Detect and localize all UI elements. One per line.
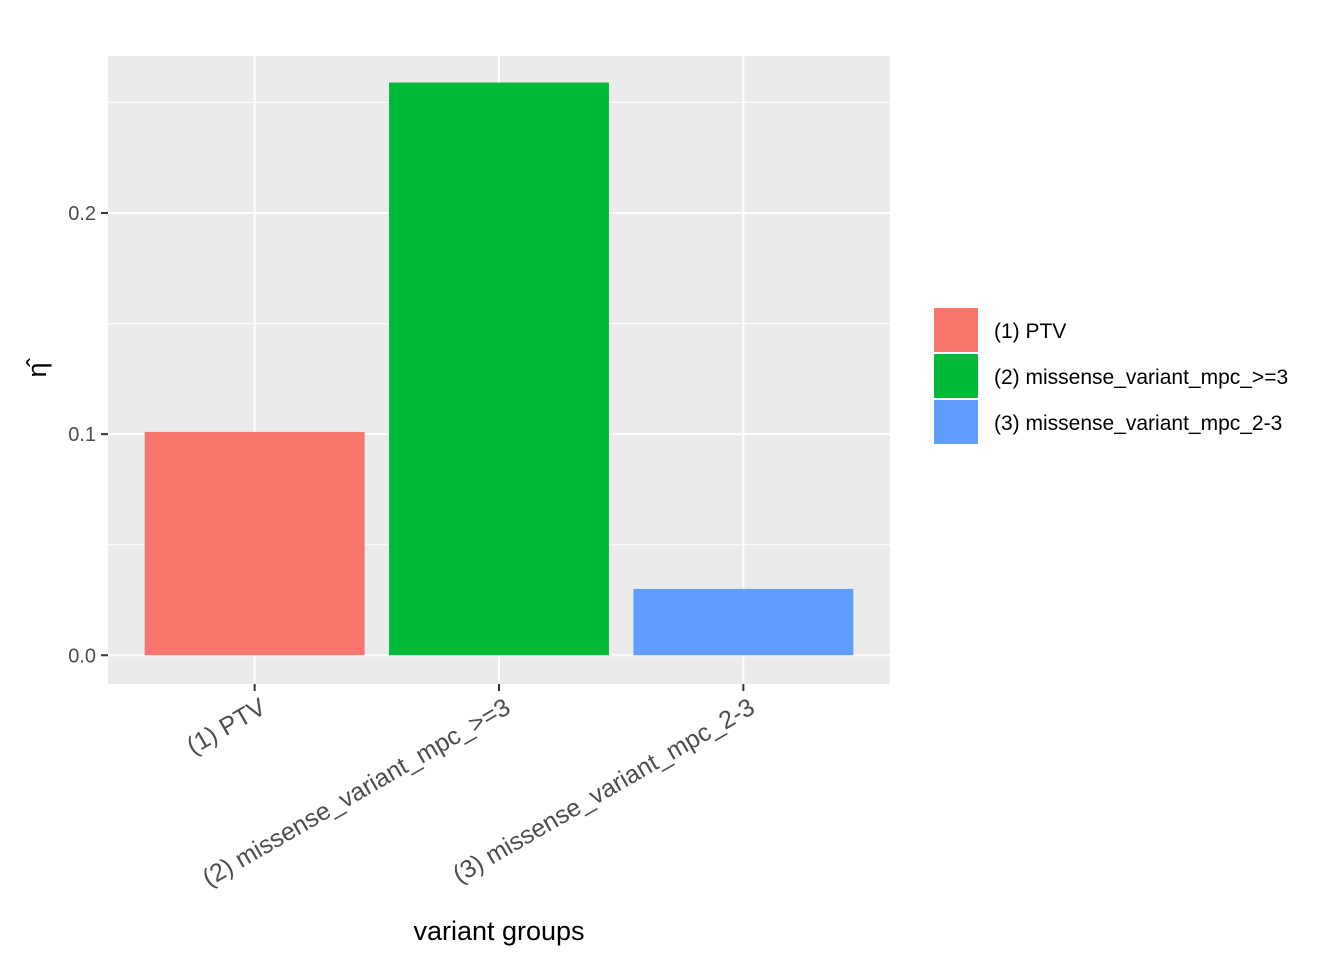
legend-label: (2) missense_variant_mpc_>=3 xyxy=(994,366,1288,389)
legend: (1) PTV (2) missense_variant_mpc_>=3 (3) m… xyxy=(934,308,1288,444)
y-tick-label: 0.1 xyxy=(68,424,96,446)
legend-label: (3) missense_variant_mpc_2-3 xyxy=(994,412,1282,435)
y-axis-title: η̂ xyxy=(22,357,52,377)
bars xyxy=(144,82,854,656)
legend-key xyxy=(934,308,978,352)
y-tick-label: 0.2 xyxy=(68,203,96,225)
bar xyxy=(144,431,365,656)
y-axis: 0.0 0.1 0.2 xyxy=(68,203,108,667)
x-tick-label: (1) PTV xyxy=(182,693,271,760)
bar xyxy=(633,588,854,656)
y-tick-label: 0.0 xyxy=(68,645,96,667)
x-axis-title: variant groups xyxy=(413,916,584,946)
bar xyxy=(389,82,609,656)
legend-key xyxy=(934,400,978,444)
x-axis: (1) PTV(2) missense_variant_mpc_>=3(3) m… xyxy=(182,684,759,892)
legend-key xyxy=(934,354,978,398)
legend-label: (1) PTV xyxy=(994,320,1066,343)
